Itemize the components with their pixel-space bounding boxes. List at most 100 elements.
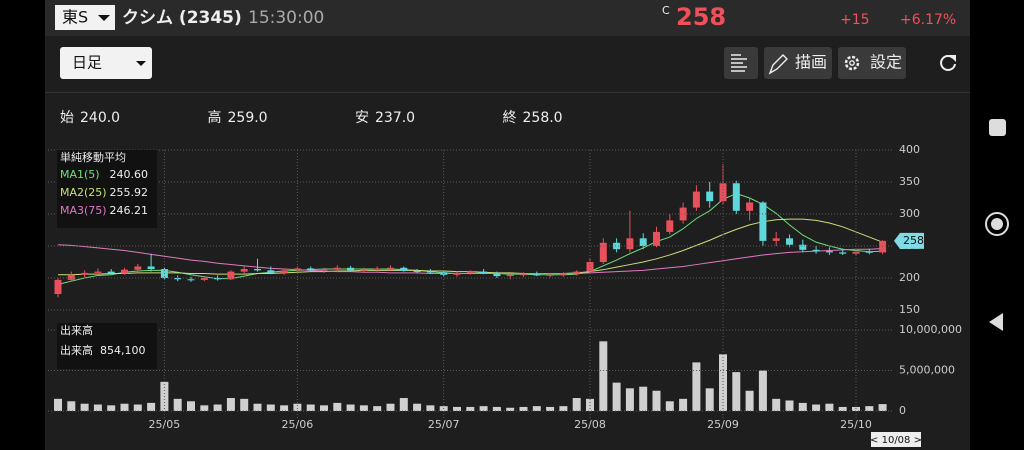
candle-body <box>453 272 461 275</box>
volume-bar <box>147 402 156 411</box>
y-tick-label: 5,000,000 <box>899 364 955 377</box>
period: 日足 <box>72 54 102 72</box>
volume-bar <box>679 398 688 411</box>
volume-bar <box>266 404 275 411</box>
candle-body <box>839 252 847 254</box>
candle-body <box>134 266 142 270</box>
settings-label: 設定 <box>870 53 902 72</box>
candle-body <box>559 273 567 275</box>
y-tick-label: 300 <box>899 207 920 220</box>
volume-bar <box>133 404 142 411</box>
volume-bar <box>599 341 608 411</box>
candle-body <box>466 271 474 273</box>
change-pct: +6.17% <box>900 12 956 28</box>
draw-button[interactable] <box>764 47 832 79</box>
summary-label: 安 <box>355 110 369 126</box>
volume-legend <box>57 323 157 369</box>
nav-back[interactable] <box>989 313 1003 331</box>
candle-body <box>240 269 248 272</box>
volume-bar <box>559 406 568 411</box>
summary-value: 240.0 <box>80 110 120 126</box>
volume-bar <box>745 390 754 411</box>
volume-bar <box>253 403 262 411</box>
volume-bar <box>306 404 315 411</box>
candle-body <box>812 249 820 252</box>
c-mark: C <box>662 4 670 17</box>
x-tick-label: 25/07 <box>428 418 460 431</box>
volume-bar <box>785 400 794 411</box>
candle-body <box>187 279 195 281</box>
pencil-icon <box>768 54 788 75</box>
volume-bar <box>532 406 541 411</box>
volume-bar <box>625 388 634 411</box>
volume-bar <box>772 398 781 411</box>
volume-bar <box>293 403 302 411</box>
volume-bar <box>320 405 328 411</box>
candle-body <box>107 271 115 274</box>
candle-body <box>626 238 634 250</box>
volume-bar <box>719 354 727 411</box>
volume-legend-title: 出来高 <box>60 323 93 337</box>
summary-value: 259.0 <box>228 110 268 126</box>
candle-body <box>373 268 381 270</box>
ma-legend-name: MA1(5) <box>60 168 100 181</box>
ma-legend-value: 255.92 <box>110 186 149 199</box>
candle-body <box>400 267 408 271</box>
summary-value: 237.0 <box>375 110 415 126</box>
dropdown-arrow <box>98 15 110 21</box>
candle-body <box>493 273 501 277</box>
plot <box>54 164 887 411</box>
candle-body <box>121 269 128 274</box>
volume-bar <box>93 404 102 411</box>
candle-body <box>347 267 355 271</box>
volume-bar <box>80 403 89 411</box>
candle-body <box>759 202 767 241</box>
volume-bar <box>546 406 555 411</box>
candle-body <box>174 278 182 280</box>
ma-legend-name: MA2(25) <box>60 186 107 199</box>
volume-bar <box>346 404 355 411</box>
candle-body <box>599 242 607 262</box>
candle-body <box>746 202 754 211</box>
volume-bar <box>386 403 395 411</box>
nav-home-ring[interactable] <box>985 212 1009 236</box>
candle-body <box>94 271 102 273</box>
candle-body <box>692 191 700 208</box>
volume-legend-value: 854,100 <box>100 344 146 357</box>
volume-bar <box>492 406 501 411</box>
candle-body <box>506 274 514 277</box>
candle-body <box>413 270 421 272</box>
summary-label: 高 <box>208 109 222 126</box>
x-tick-label: 25/09 <box>707 418 739 431</box>
nav-recent[interactable] <box>989 119 1006 136</box>
volume-bar <box>479 406 488 411</box>
refresh-icon[interactable] <box>940 55 956 71</box>
volume-bar <box>572 398 581 411</box>
candle-body <box>320 269 328 271</box>
candle-body <box>67 274 75 280</box>
summary-value: 258.0 <box>523 110 563 126</box>
time: 15:30:00 <box>248 8 324 28</box>
settings-button[interactable] <box>838 47 906 79</box>
refresh-arrow <box>949 55 956 62</box>
volume-bar <box>173 398 182 411</box>
candle-body <box>227 271 235 280</box>
candle-body <box>732 183 740 211</box>
dropdown-arrow <box>136 61 146 66</box>
volume-bar <box>798 402 807 411</box>
x-tick-label: 25/08 <box>574 418 606 431</box>
volume-bar <box>812 404 821 411</box>
period-select[interactable] <box>60 47 152 79</box>
candle-body <box>81 272 89 275</box>
summary-label: 始 <box>60 110 74 126</box>
change: +15 <box>840 12 870 28</box>
candle-body <box>879 240 887 253</box>
volume-bar <box>878 404 887 411</box>
y-tick-label: 0 <box>899 404 906 417</box>
candle-body <box>480 271 488 274</box>
candle-body <box>772 238 780 241</box>
volume-bar <box>825 403 834 411</box>
candle-body <box>613 242 621 250</box>
candle-body <box>786 238 793 245</box>
candle-body <box>653 231 660 246</box>
